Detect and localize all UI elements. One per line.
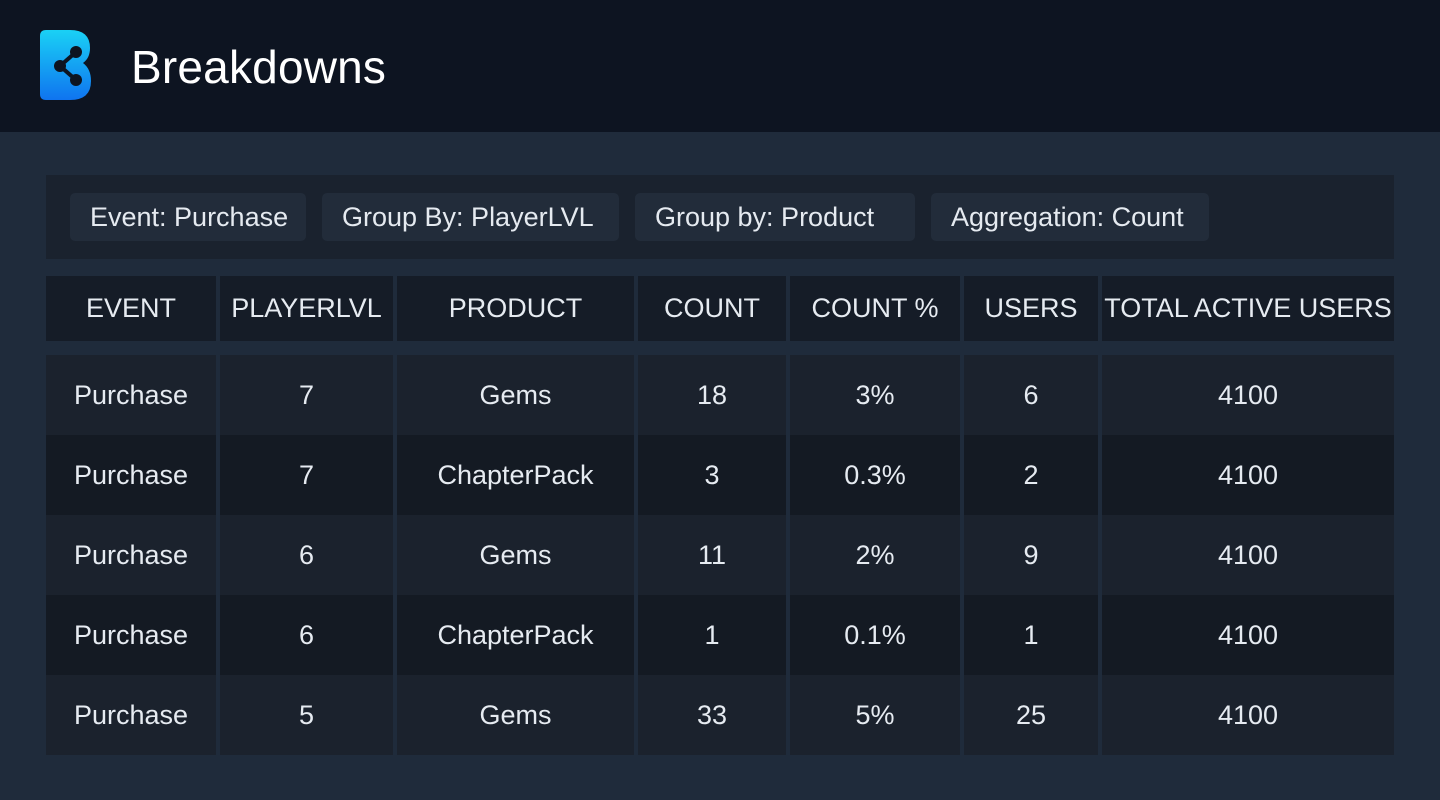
cell-event: Purchase — [46, 355, 216, 435]
cell-users: 6 — [964, 355, 1098, 435]
cell-total-active-users: 4100 — [1102, 355, 1394, 435]
cell-playerlvl: 5 — [220, 675, 393, 755]
app-header: Breakdowns — [0, 0, 1440, 132]
filter-bar: Event: Purchase Group By: PlayerLVL Grou… — [46, 175, 1394, 259]
filter-chip-group-product[interactable]: Group by: Product — [635, 193, 915, 241]
cell-count-percent: 3% — [790, 355, 960, 435]
table-row[interactable]: Purchase 7 Gems 18 3% 6 4100 — [46, 355, 1394, 435]
cell-count-percent: 0.3% — [790, 435, 960, 515]
table-row[interactable]: Purchase 5 Gems 33 5% 25 4100 — [46, 675, 1394, 755]
filter-chip-group-playerlvl[interactable]: Group By: PlayerLVL — [322, 193, 619, 241]
cell-total-active-users: 4100 — [1102, 675, 1394, 755]
cell-product: Gems — [397, 515, 634, 595]
column-header-event[interactable]: EVENT — [46, 276, 216, 341]
cell-count: 18 — [638, 355, 786, 435]
cell-count-percent: 2% — [790, 515, 960, 595]
cell-event: Purchase — [46, 435, 216, 515]
cell-product: ChapterPack — [397, 435, 634, 515]
filter-chip-event[interactable]: Event: Purchase — [70, 193, 306, 241]
table-row[interactable]: Purchase 6 ChapterPack 1 0.1% 1 4100 — [46, 595, 1394, 675]
cell-count: 11 — [638, 515, 786, 595]
cell-playerlvl: 6 — [220, 515, 393, 595]
cell-users: 1 — [964, 595, 1098, 675]
cell-playerlvl: 7 — [220, 355, 393, 435]
cell-playerlvl: 6 — [220, 595, 393, 675]
filter-chip-aggregation[interactable]: Aggregation: Count — [931, 193, 1209, 241]
cell-product: Gems — [397, 675, 634, 755]
cell-users: 2 — [964, 435, 1098, 515]
cell-product: Gems — [397, 355, 634, 435]
column-header-count-percent[interactable]: COUNT % — [790, 276, 960, 341]
table-row[interactable]: Purchase 6 Gems 11 2% 9 4100 — [46, 515, 1394, 595]
column-header-users[interactable]: USERS — [964, 276, 1098, 341]
cell-count: 33 — [638, 675, 786, 755]
table-row[interactable]: Purchase 7 ChapterPack 3 0.3% 2 4100 — [46, 435, 1394, 515]
column-header-playerlvl[interactable]: PLAYERLVL — [220, 276, 393, 341]
cell-users: 25 — [964, 675, 1098, 755]
cell-playerlvl: 7 — [220, 435, 393, 515]
cell-total-active-users: 4100 — [1102, 515, 1394, 595]
cell-total-active-users: 4100 — [1102, 595, 1394, 675]
column-header-total-active-users[interactable]: TOTAL ACTIVE USERS — [1102, 276, 1394, 341]
cell-count: 1 — [638, 595, 786, 675]
column-header-count[interactable]: COUNT — [638, 276, 786, 341]
cell-event: Purchase — [46, 515, 216, 595]
cell-total-active-users: 4100 — [1102, 435, 1394, 515]
cell-event: Purchase — [46, 595, 216, 675]
cell-event: Purchase — [46, 675, 216, 755]
cell-count: 3 — [638, 435, 786, 515]
cell-count-percent: 0.1% — [790, 595, 960, 675]
cell-product: ChapterPack — [397, 595, 634, 675]
page-title: Breakdowns — [131, 41, 387, 93]
b-share-logo-icon — [40, 30, 91, 100]
column-header-product[interactable]: PRODUCT — [397, 276, 634, 341]
cell-users: 9 — [964, 515, 1098, 595]
cell-count-percent: 5% — [790, 675, 960, 755]
